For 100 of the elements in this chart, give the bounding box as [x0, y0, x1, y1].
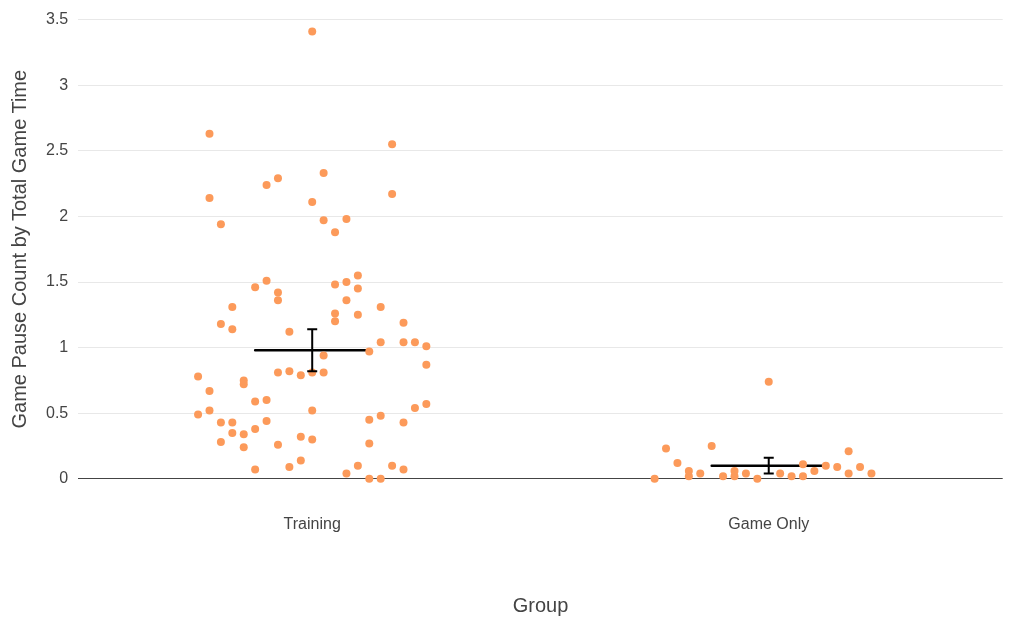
point	[650, 474, 659, 483]
point	[821, 461, 830, 470]
point	[844, 469, 853, 478]
y-tick-label: 2.5	[45, 141, 69, 159]
point	[867, 469, 876, 478]
point	[399, 465, 408, 474]
point	[285, 327, 294, 336]
point	[228, 418, 237, 427]
point	[410, 403, 419, 412]
point	[308, 435, 317, 444]
point	[228, 428, 237, 437]
point	[331, 309, 340, 318]
point	[239, 430, 248, 439]
y-tick-label: 1.5	[45, 272, 69, 290]
y-tick-label: 0	[59, 469, 69, 487]
point	[353, 310, 362, 319]
point	[319, 351, 328, 360]
point	[684, 466, 693, 475]
point	[262, 276, 271, 285]
point	[251, 465, 260, 474]
point	[342, 215, 351, 224]
point	[353, 461, 362, 470]
point	[331, 280, 340, 289]
point	[216, 438, 225, 447]
point	[308, 197, 317, 206]
point	[856, 462, 865, 471]
point	[662, 444, 671, 453]
point	[342, 296, 351, 305]
point	[319, 216, 328, 225]
y-tick-label: 2	[59, 206, 69, 224]
point	[365, 474, 374, 483]
point	[319, 368, 328, 377]
point	[308, 27, 317, 36]
point	[410, 338, 419, 347]
y-axis-title: Game Pause Count by Total Game Time	[7, 69, 30, 429]
point	[376, 302, 385, 311]
point	[205, 386, 214, 395]
point	[753, 474, 762, 483]
point	[833, 462, 842, 471]
point	[365, 347, 374, 356]
point	[296, 456, 305, 465]
point	[273, 174, 282, 183]
point	[228, 325, 237, 334]
point	[388, 140, 397, 149]
y-tick-label: 0.5	[45, 403, 69, 421]
point	[216, 418, 225, 427]
point	[262, 417, 271, 426]
point	[273, 440, 282, 449]
y-tick-label: 1	[59, 338, 69, 356]
point	[216, 220, 225, 229]
point	[342, 469, 351, 478]
point	[251, 283, 260, 292]
point	[262, 396, 271, 405]
point	[730, 466, 739, 475]
x-tick-label: Training	[283, 514, 341, 532]
point	[810, 466, 819, 475]
point	[251, 424, 260, 433]
point	[388, 461, 397, 470]
x-axis-title: Group	[512, 593, 569, 616]
point	[205, 194, 214, 203]
point	[422, 360, 431, 369]
point	[376, 474, 385, 483]
point	[331, 228, 340, 237]
point	[331, 317, 340, 326]
point	[422, 400, 431, 409]
point	[399, 338, 408, 347]
point	[205, 406, 214, 415]
point	[296, 432, 305, 441]
point	[342, 278, 351, 286]
point	[262, 180, 271, 189]
point	[365, 415, 374, 424]
point	[308, 406, 317, 415]
point	[228, 302, 237, 311]
y-tick-label: 3.5	[45, 10, 69, 28]
point	[273, 296, 282, 305]
point	[216, 319, 225, 328]
point	[365, 439, 374, 448]
point	[399, 318, 408, 327]
point	[285, 462, 294, 471]
point	[776, 469, 785, 478]
point	[422, 342, 431, 351]
point	[205, 129, 214, 138]
point	[707, 442, 716, 450]
point	[194, 410, 203, 419]
point	[844, 447, 853, 456]
point	[273, 288, 282, 297]
point	[741, 469, 750, 478]
point	[376, 338, 385, 347]
point	[719, 472, 728, 481]
point	[388, 190, 397, 199]
point	[251, 397, 260, 406]
point	[273, 368, 282, 377]
point	[353, 271, 362, 280]
point	[399, 418, 408, 427]
point	[319, 169, 328, 178]
point	[798, 460, 807, 469]
point	[696, 469, 705, 478]
x-tick-label: Game Only	[728, 514, 810, 532]
point	[798, 472, 807, 481]
point	[787, 472, 796, 481]
